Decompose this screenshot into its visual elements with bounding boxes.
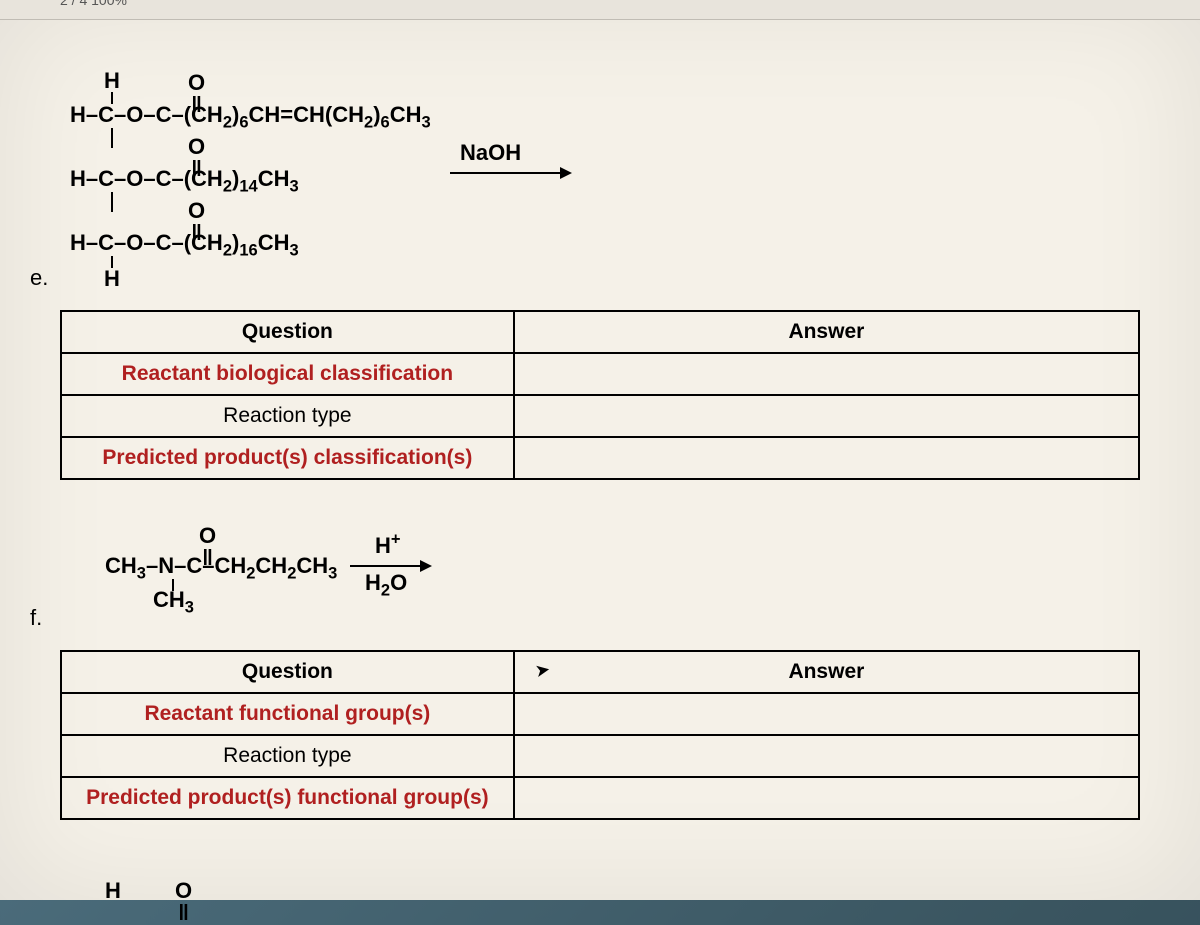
header-question: Question [61,651,514,693]
header-answer: Answer [514,311,1139,353]
table-row: Reactant biological classification [61,353,1139,395]
carbonyl-O: O‖ [188,136,205,180]
chem-amide-main: CH3–N–C–CH2CH2CH3 [105,553,337,578]
q-cell: Predicted product(s) classification(s) [61,437,514,479]
chem-row1: H–C–O–C–(CH2)6CH=CH(CH2)6CH3 [70,102,431,127]
q-cell: Reactant functional group(s) [61,693,514,735]
header-answer: Answer [514,651,1139,693]
chem-row2: H–C–O–C–(CH2)14CH3 [70,166,299,191]
table-row: Reaction type [61,735,1139,777]
a-cell[interactable] [514,395,1139,437]
chem-top-H: H [104,70,120,92]
reagent-f-bot: H2O [365,570,407,596]
table-header-row: Question Answer [61,651,1139,693]
table-row: Reaction type [61,395,1139,437]
q-cell: Predicted product(s) functional group(s) [61,777,514,819]
q-cell: Reaction type [61,395,514,437]
tri-row-3: O‖ H–C–O–C–(CH2)16CH3 [70,232,299,255]
bond-v [111,128,113,148]
chem-amide-sub: CH3 [153,589,194,611]
a-cell[interactable] [514,777,1139,819]
chem-bot-H: H [104,268,120,290]
table-row: Predicted product(s) classification(s) [61,437,1139,479]
table-header-row: Question Answer [61,311,1139,353]
bond-v [111,192,113,212]
worksheet-page: 2 / 4 100% e. H O‖ H–C–O–C–(CH2)6CH=CH(C… [0,0,1200,900]
reaction-arrow-f [350,565,430,567]
table-f-wrap: Question Answer Reactant functional grou… [20,650,1180,820]
header-question: Question [61,311,514,353]
q-cell: Reactant biological classification [61,353,514,395]
chem-row3: H–C–O–C–(CH2)16CH3 [70,230,299,255]
chem-frag-O: O‖ [175,880,192,924]
table-e-wrap: Question Answer Reactant biological clas… [20,310,1180,480]
amide-structure: O‖ CH3–N–C–CH2CH2CH3 CH3 [105,555,337,578]
carbonyl-O: O‖ [188,200,205,244]
a-cell[interactable] [514,437,1139,479]
reagent-e: NaOH [460,140,521,166]
problem-label-e: e. [30,265,48,291]
carbonyl-O: O‖ [188,72,205,116]
a-cell[interactable] [514,353,1139,395]
carbonyl-O: O‖ [199,525,216,569]
pdf-toolbar-fragment: 2 / 4 100% [0,0,1200,20]
qa-table-f: Question Answer Reactant functional grou… [60,650,1140,820]
chem-frag-H: H [105,880,121,902]
reagent-f-top: H+ [375,533,401,559]
table-row: Predicted product(s) functional group(s) [61,777,1139,819]
qa-table-e: Question Answer Reactant biological clas… [60,310,1140,480]
table-row: Reactant functional group(s) [61,693,1139,735]
tri-row-1: O‖ H–C–O–C–(CH2)6CH=CH(CH2)6CH3 [70,104,431,127]
tri-row-2: O‖ H–C–O–C–(CH2)14CH3 [70,168,299,191]
a-cell[interactable] [514,735,1139,777]
problem-label-f: f. [30,605,42,631]
reaction-arrow-e [450,172,570,174]
a-cell[interactable] [514,693,1139,735]
q-cell: Reaction type [61,735,514,777]
